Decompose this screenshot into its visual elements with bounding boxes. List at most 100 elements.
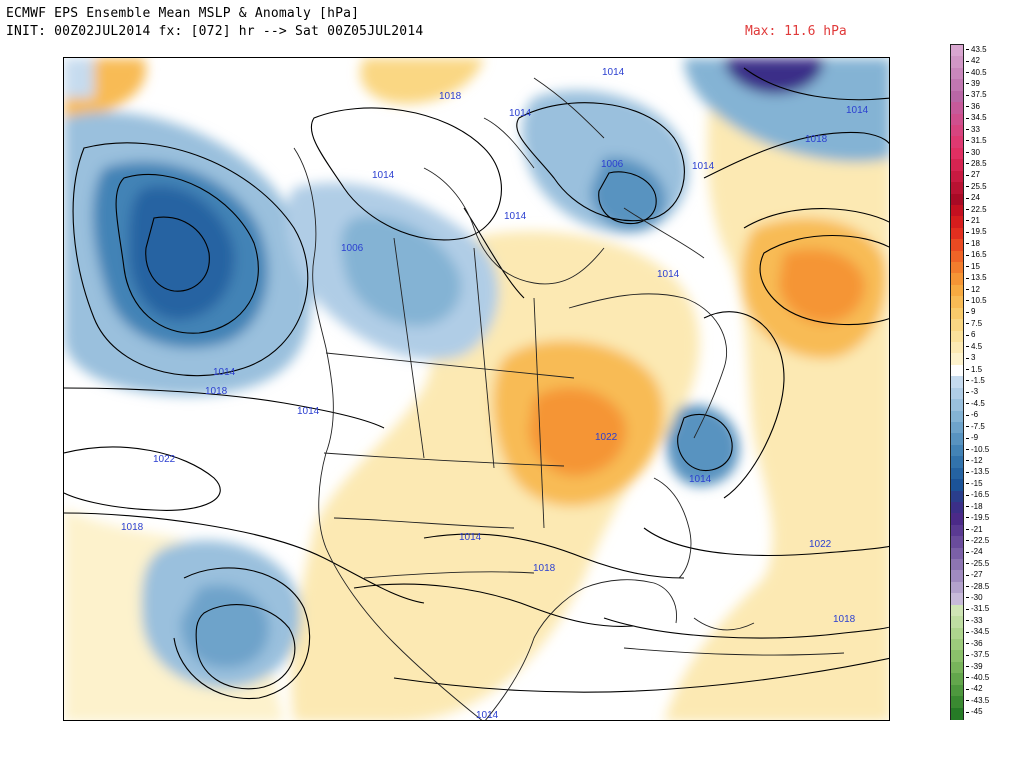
- colorbar-swatch: [951, 479, 963, 492]
- colorbar-tick-label: -24: [966, 548, 983, 556]
- isobar-label: 1022: [595, 432, 618, 443]
- colorbar-tick-label: -22.5: [966, 536, 989, 545]
- colorbar-tick-label: 1.5: [966, 365, 982, 374]
- colorbar-tick-label: -31.5: [966, 605, 989, 613]
- colorbar-tick-label: 31.5: [966, 137, 987, 145]
- isobar-label: 1014: [846, 105, 869, 116]
- colorbar-tick-label: 34.5: [966, 114, 987, 122]
- colorbar-tick-label: 43.5: [966, 45, 987, 54]
- colorbar-swatch: [951, 456, 963, 469]
- isobar-label: 1014: [372, 170, 395, 181]
- colorbar-tick-label: -10.5: [966, 445, 989, 454]
- colorbar-swatch: [951, 524, 963, 537]
- colorbar-tick-label: -34.5: [966, 628, 989, 636]
- colorbar-tick-label: -21: [966, 525, 983, 534]
- colorbar-tick-label: -27: [966, 571, 983, 579]
- isobar-label: 1014: [297, 406, 320, 417]
- isobar-label: 1006: [601, 159, 624, 170]
- max-anomaly-label: Max: 11.6 hPa: [745, 24, 847, 39]
- colorbar-swatch: [951, 399, 963, 412]
- colorbar-swatch: [951, 90, 963, 103]
- colorbar-tick-label: 4.5: [966, 342, 982, 351]
- colorbar-tick-label: 28.5: [966, 159, 987, 168]
- colorbar-tick-label: 9: [966, 308, 975, 316]
- colorbar-tick-label: -18: [966, 502, 983, 511]
- colorbar-swatch: [951, 239, 963, 252]
- colorbar-tick-label: 19.5: [966, 228, 987, 236]
- isobar-label: 1014: [213, 367, 236, 378]
- colorbar-swatch: [951, 296, 963, 309]
- colorbar-swatch: [951, 707, 963, 720]
- isobar-label: 1018: [833, 614, 856, 625]
- colorbar-tick-label: -42: [966, 685, 983, 693]
- anomaly-shading: [64, 58, 889, 720]
- colorbar-swatch: [951, 67, 963, 80]
- colorbar-swatch: [951, 216, 963, 229]
- colorbar-tick-label: -13.5: [966, 468, 989, 476]
- colorbar-tick-label: 24: [966, 194, 980, 202]
- colorbar-swatch: [951, 559, 963, 572]
- colorbar-swatch: [951, 45, 963, 58]
- colorbar-swatch: [951, 661, 963, 674]
- colorbar-swatch: [951, 136, 963, 149]
- colorbar-tick-label: -40.5: [966, 674, 989, 682]
- colorbar-tick-label: -12: [966, 456, 983, 465]
- colorbar-tick-label: 39: [966, 79, 980, 88]
- isobar-label: 1022: [153, 454, 176, 465]
- colorbar-swatch: [951, 262, 963, 275]
- colorbar-swatch: [951, 113, 963, 126]
- colorbar-tick-label: 16.5: [966, 251, 987, 259]
- colorbar-tick-label: -25.5: [966, 559, 989, 568]
- colorbar-swatch: [951, 444, 963, 457]
- colorbar-tick-label: -39: [966, 662, 983, 671]
- colorbar-tick-label: 42: [966, 57, 980, 65]
- colorbar-tick-label: 25.5: [966, 182, 987, 191]
- colorbar-swatch: [951, 639, 963, 652]
- colorbar-tick-label: -36: [966, 639, 983, 648]
- colorbar-swatch: [951, 410, 963, 423]
- colorbar-tick-label: -4.5: [966, 399, 985, 408]
- colorbar-tick-label: 13.5: [966, 274, 987, 282]
- colorbar-tick-label: 10.5: [966, 297, 987, 305]
- colorbar-swatch: [951, 684, 963, 697]
- colorbar-tick-label: -16.5: [966, 491, 989, 499]
- colorbar-swatch: [951, 319, 963, 332]
- colorbar-swatch: [951, 79, 963, 92]
- colorbar-swatch: [951, 387, 963, 400]
- colorbar-swatch: [951, 376, 963, 389]
- colorbar-swatch: [951, 627, 963, 640]
- colorbar-tick-label: -37.5: [966, 651, 989, 659]
- isobar-label: 1018: [439, 91, 462, 102]
- anomaly-colorbar: [950, 44, 964, 720]
- colorbar-tick-label: 40.5: [966, 68, 987, 77]
- colorbar-swatch: [951, 547, 963, 560]
- chart-title: ECMWF EPS Ensemble Mean MSLP & Anomaly […: [6, 6, 360, 21]
- colorbar-tick-label: -33: [966, 616, 983, 625]
- colorbar-swatch: [951, 650, 963, 663]
- colorbar-swatch: [951, 467, 963, 480]
- colorbar-swatch: [951, 330, 963, 343]
- isobar-label: 1018: [533, 563, 556, 574]
- isobar-label: 1014: [602, 67, 625, 78]
- isobar-label: 1014: [657, 269, 680, 280]
- colorbar-swatch: [951, 490, 963, 503]
- isobar-label: 1014: [692, 161, 715, 172]
- isobar-label: 1014: [509, 108, 532, 119]
- isobar-labels: 1018 1014 1014 1014 1014 1018 1014 1006 …: [121, 67, 869, 720]
- isobar-label: 1014: [459, 532, 482, 543]
- colorbar-swatch: [951, 421, 963, 434]
- colorbar-tick-label: 12: [966, 285, 980, 294]
- colorbar-tick-label: 15: [966, 262, 980, 271]
- colorbar-tick-labels: 43.5 42 40.5 39 37.5 36 34.5 33 31.5 30 28.5 27 25.5…: [966, 44, 1022, 720]
- isobar-label: 1018: [805, 134, 828, 145]
- colorbar-swatch: [951, 433, 963, 446]
- colorbar-tick-label: 36: [966, 102, 980, 111]
- colorbar-tick-label: -9: [966, 434, 978, 442]
- isobar-label: 1018: [121, 522, 144, 533]
- colorbar-swatch: [951, 570, 963, 583]
- geographic-outlines: [293, 77, 845, 720]
- colorbar-swatch: [951, 353, 963, 366]
- colorbar-swatch: [951, 170, 963, 183]
- colorbar-tick-label: 33: [966, 125, 980, 134]
- colorbar-tick-label: 6: [966, 331, 975, 339]
